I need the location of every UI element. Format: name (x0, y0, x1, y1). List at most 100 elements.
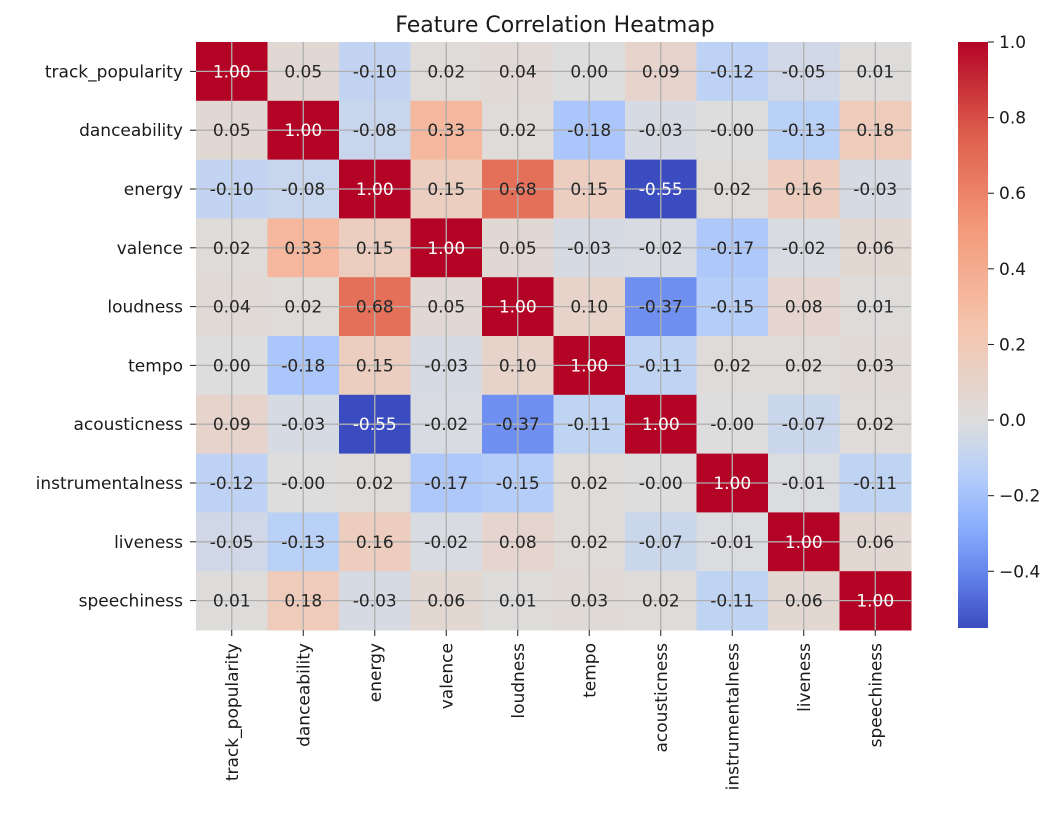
x-tick-label: liveness (795, 643, 815, 712)
y-tick-label: danceability (79, 121, 183, 141)
cell-value-label: -0.55 (353, 415, 397, 435)
cell-value-label: 0.03 (570, 592, 608, 612)
cell-value-label: 0.15 (570, 180, 608, 200)
cell-value-label: -0.00 (639, 474, 683, 494)
x-tick-label: tempo (580, 643, 600, 698)
cell-value-label: -0.15 (710, 298, 754, 318)
cell-value-label: -0.05 (782, 62, 826, 82)
cell-value-label: -0.11 (853, 474, 897, 494)
cell-value-label: 0.04 (213, 298, 251, 318)
cell-value-label: -0.08 (281, 180, 325, 200)
cell-value-label: -0.55 (639, 180, 683, 200)
cell-value-label: 1.00 (856, 592, 894, 612)
cell-value-label: 0.18 (284, 592, 322, 612)
cell-value-label: 0.06 (427, 592, 465, 612)
cell-value-label: -0.03 (639, 121, 683, 141)
colorbar-tick-label: 0.4 (999, 260, 1026, 280)
cell-value-label: 1.00 (284, 121, 322, 141)
colorbar-ticks: −0.4 −0.2 0.0 0.2 0.4 0.6 0.8 1.0 (988, 33, 1040, 582)
x-tick-label: instrumentalness (723, 643, 743, 790)
cell-value-label: -0.10 (210, 180, 254, 200)
cell-value-label: -0.01 (782, 474, 826, 494)
colorbar-tick-label: 0.6 (999, 184, 1026, 204)
cell-value-label: 0.05 (213, 121, 251, 141)
cell-value-label: 1.00 (499, 298, 537, 318)
cell-value-label: 0.09 (213, 415, 251, 435)
cell-labels: 1.00 0.05 -0.10 0.02 0.04 0.00 0.09 -0.12 -0.05 0… (210, 62, 898, 611)
cell-value-label: 0.01 (856, 62, 894, 82)
cell-value-label: -0.00 (710, 415, 754, 435)
grid-lines (196, 42, 911, 630)
cell-value-label: -0.00 (281, 474, 325, 494)
y-tick-labels: track_popularity danceability energy valenc… (36, 62, 196, 612)
y-tick-label: valence (117, 239, 183, 259)
cell-value-label: 1.00 (785, 533, 823, 553)
colorbar-tick-label: −0.2 (999, 487, 1040, 507)
cell-value-label: -0.07 (639, 533, 683, 553)
cell-value-label: 0.02 (785, 356, 823, 376)
cell-value-label: 1.00 (213, 62, 251, 82)
cell-value-label: -0.02 (639, 239, 683, 259)
cell-value-label: 0.06 (856, 533, 894, 553)
y-tick-label: energy (124, 180, 183, 200)
cell-value-label: 0.09 (642, 62, 680, 82)
x-tick-label: loudness (509, 643, 529, 719)
y-tick-label: loudness (107, 298, 183, 318)
y-tick-label: instrumentalness (36, 474, 183, 494)
cell-value-label: -0.07 (782, 415, 826, 435)
cell-value-label: -0.03 (567, 239, 611, 259)
y-tick-label: acousticness (74, 415, 184, 435)
cell-value-label: 0.02 (213, 239, 251, 259)
cell-value-label: -0.08 (353, 121, 397, 141)
cell-value-label: 1.00 (427, 239, 465, 259)
cell-value-label: 0.02 (570, 533, 608, 553)
cell-value-label: 0.68 (356, 298, 394, 318)
cell-value-label: 0.02 (713, 180, 751, 200)
colorbar-tick-label: −0.4 (999, 562, 1040, 582)
cell-value-label: -0.02 (424, 533, 468, 553)
y-tick-label: liveness (114, 533, 183, 553)
cell-value-label: 1.00 (713, 474, 751, 494)
cell-value-label: -0.18 (567, 121, 611, 141)
cell-value-label: 0.02 (427, 62, 465, 82)
x-tick-labels: track_popularity danceability energy valenc… (223, 630, 886, 790)
cell-value-label: 0.10 (570, 298, 608, 318)
cell-value-label: 0.02 (713, 356, 751, 376)
cell-value-label: 0.10 (499, 356, 537, 376)
colorbar (958, 42, 988, 628)
cell-value-label: -0.37 (496, 415, 540, 435)
cell-value-label: -0.11 (710, 592, 754, 612)
cell-value-label: -0.02 (424, 415, 468, 435)
cell-value-label: 0.16 (356, 533, 394, 553)
cell-value-label: 0.05 (499, 239, 537, 259)
y-tick-label: tempo (128, 356, 183, 376)
cell-value-label: 0.02 (499, 121, 537, 141)
cell-value-label: 1.00 (356, 180, 394, 200)
cell-value-label: 0.02 (570, 474, 608, 494)
cell-value-label: 0.08 (785, 298, 823, 318)
x-tick-label: acousticness (652, 643, 672, 753)
colorbar-tick-label: 0.0 (999, 411, 1026, 431)
cell-value-label: -0.11 (639, 356, 683, 376)
cell-value-label: -0.12 (210, 474, 254, 494)
cell-value-label: 0.18 (856, 121, 894, 141)
cell-value-label: -0.05 (210, 533, 254, 553)
cell-value-label: -0.03 (353, 592, 397, 612)
cell-value-label: 0.01 (213, 592, 251, 612)
cell-value-label: 0.15 (356, 239, 394, 259)
cell-value-label: -0.00 (710, 121, 754, 141)
cell-value-label: 0.04 (499, 62, 537, 82)
x-tick-label: danceability (294, 643, 314, 747)
cell-value-label: -0.15 (496, 474, 540, 494)
cell-value-label: -0.13 (782, 121, 826, 141)
cell-value-label: -0.12 (710, 62, 754, 82)
cell-value-label: -0.18 (281, 356, 325, 376)
cell-value-label: -0.03 (424, 356, 468, 376)
cell-value-label: 0.06 (856, 239, 894, 259)
cell-value-label: -0.11 (567, 415, 611, 435)
cell-value-label: 0.33 (427, 121, 465, 141)
cell-value-label: 0.06 (785, 592, 823, 612)
cell-value-label: 0.03 (856, 356, 894, 376)
cell-value-label: 0.00 (570, 62, 608, 82)
colorbar-tick-label: 0.8 (999, 109, 1026, 129)
